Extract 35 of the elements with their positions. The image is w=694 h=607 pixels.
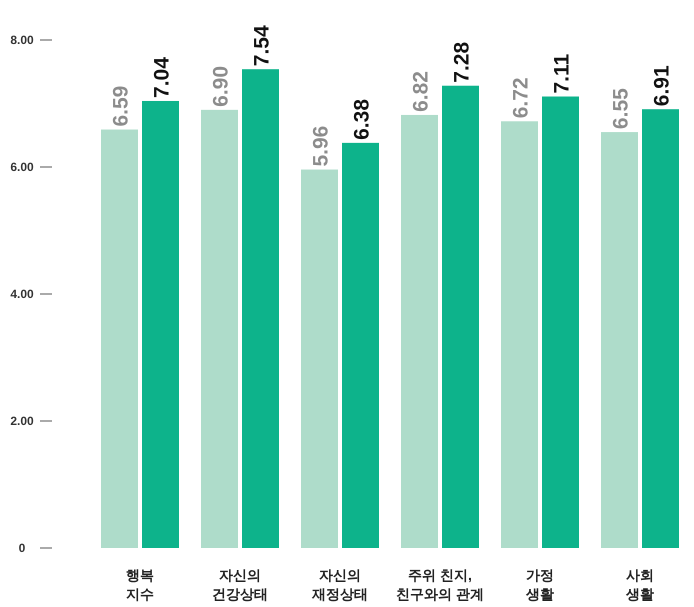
y-tick-label: 6.00	[10, 160, 34, 174]
y-tick-label: 0	[18, 541, 26, 555]
data-label: 6.91	[650, 65, 674, 106]
y-tick-label: 2.00	[10, 414, 34, 428]
bar	[301, 170, 338, 548]
bar	[501, 121, 538, 548]
data-label: 7.04	[150, 56, 174, 98]
data-label: 6.38	[350, 98, 374, 140]
data-label: 7.11	[550, 53, 574, 94]
bar	[401, 114, 438, 548]
x-tick-label: 행복 지수	[126, 567, 154, 602]
data-label: 7.54	[250, 25, 274, 66]
x-tick-label: 가정 생활	[525, 567, 554, 602]
bar	[601, 132, 638, 548]
data-label: 6.59	[110, 86, 132, 127]
bar	[142, 100, 179, 548]
data-label: 6.90	[210, 66, 232, 107]
bar	[201, 110, 238, 548]
bar	[242, 69, 279, 548]
data-label: 6.82	[410, 71, 432, 112]
bar	[442, 86, 479, 548]
data-label: 6.72	[510, 77, 532, 118]
x-tick-label: 자신의 재정상태	[311, 567, 368, 602]
y-tick-label: 8.00	[10, 33, 34, 47]
data-label: 6.55	[610, 88, 632, 130]
bar	[642, 109, 679, 548]
data-label: 7.28	[450, 42, 474, 83]
data-label: 5.96	[310, 126, 332, 167]
x-tick-label: 주위 친지, 친구와의 관계	[396, 567, 484, 602]
bar	[101, 130, 138, 548]
bar	[342, 142, 379, 548]
x-tick-label: 자신의 건강상태	[212, 567, 268, 602]
x-tick-label: 사회 생활	[625, 567, 654, 602]
bar	[542, 96, 579, 548]
y-tick-label: 4.00	[10, 287, 34, 301]
